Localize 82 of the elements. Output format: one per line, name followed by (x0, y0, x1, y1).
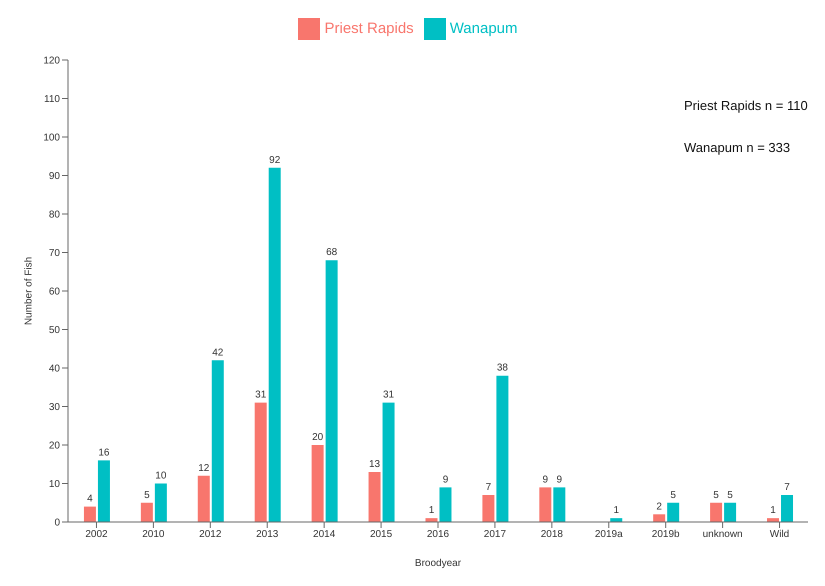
x-tick-label: 2016 (426, 529, 450, 540)
data-label: 1 (613, 505, 620, 516)
y-tick-label: 40 (48, 364, 60, 375)
data-label: 31 (255, 390, 267, 401)
data-label: 5 (727, 490, 734, 501)
data-label: 7 (784, 482, 790, 494)
y-tick-label: 50 (48, 325, 60, 336)
bar (382, 402, 395, 522)
annotation: Priest Rapids n = 110 (684, 98, 808, 113)
data-label: 9 (556, 474, 563, 486)
data-label: 9 (442, 474, 449, 486)
data-label: 31 (382, 390, 395, 401)
y-tick-label: 120 (43, 56, 60, 67)
data-label: 5 (144, 490, 150, 501)
x-tick-label: 2015 (370, 529, 393, 540)
bar (781, 495, 794, 522)
x-tick-label: unknown (702, 529, 743, 540)
bar (98, 460, 110, 522)
y-tick-label: 30 (48, 402, 60, 414)
bar (724, 502, 736, 522)
bar (539, 487, 552, 522)
x-tick-label: 2010 (142, 529, 165, 540)
bar (198, 476, 210, 522)
y-tick-label: 80 (48, 210, 60, 221)
data-label: 16 (98, 447, 110, 458)
bar (653, 514, 666, 522)
x-tick-label: 2012 (199, 529, 222, 540)
data-label: 7 (486, 482, 492, 494)
x-tick-label: 2013 (256, 529, 279, 540)
bar (212, 360, 224, 522)
bar (326, 260, 338, 522)
bar (140, 502, 153, 522)
data-label: 38 (496, 362, 508, 374)
bar (312, 445, 324, 522)
data-label: 5 (670, 490, 676, 501)
legend-label: Wanapum (450, 20, 518, 37)
bar (496, 376, 508, 522)
bar (254, 402, 267, 522)
bar (425, 518, 438, 522)
data-label: 10 (155, 470, 167, 482)
bar (710, 502, 722, 522)
x-tick-label: 2019a (594, 529, 624, 540)
y-tick-label: 20 (48, 440, 60, 452)
annotation: Wanapum n = 333 (684, 140, 790, 155)
x-tick-label: 2002 (85, 529, 108, 540)
bar (667, 502, 680, 522)
data-label: 12 (198, 462, 210, 474)
data-label: 2 (656, 501, 662, 512)
x-axis-title: Broodyear (414, 558, 462, 569)
data-label: 68 (326, 247, 338, 258)
x-tick-label: 2019b (652, 529, 680, 540)
y-tick-label: 110 (44, 94, 60, 106)
x-tick-label: Wild (770, 529, 790, 540)
data-label: 9 (542, 474, 549, 486)
data-label: 5 (713, 490, 720, 501)
y-tick-label: 60 (48, 286, 60, 298)
y-axis-title: Number of Fish (24, 256, 35, 326)
bar (482, 495, 494, 522)
bar (154, 484, 167, 522)
x-tick-label: 2014 (313, 529, 336, 540)
data-label: 1 (428, 505, 435, 516)
bar (368, 472, 381, 522)
y-tick-label: 0 (54, 518, 60, 529)
bar (767, 518, 780, 522)
y-tick-label: 90 (48, 171, 60, 182)
bar (268, 168, 281, 522)
data-label: 4 (87, 494, 94, 505)
bar (439, 487, 452, 522)
y-tick-label: 70 (48, 248, 60, 260)
legend-label: Priest Rapids (324, 20, 414, 37)
y-tick-label: 10 (48, 479, 60, 490)
data-label: 42 (212, 347, 224, 358)
bar (610, 518, 622, 522)
data-label: 13 (368, 458, 381, 470)
data-label: 20 (312, 432, 324, 443)
x-tick-label: 2018 (540, 529, 564, 540)
data-label: 92 (269, 154, 281, 166)
y-tick-label: 100 (43, 132, 60, 144)
data-label: 1 (770, 505, 776, 516)
bar (84, 506, 96, 522)
bar (553, 487, 566, 522)
x-tick-label: 2017 (484, 529, 506, 540)
